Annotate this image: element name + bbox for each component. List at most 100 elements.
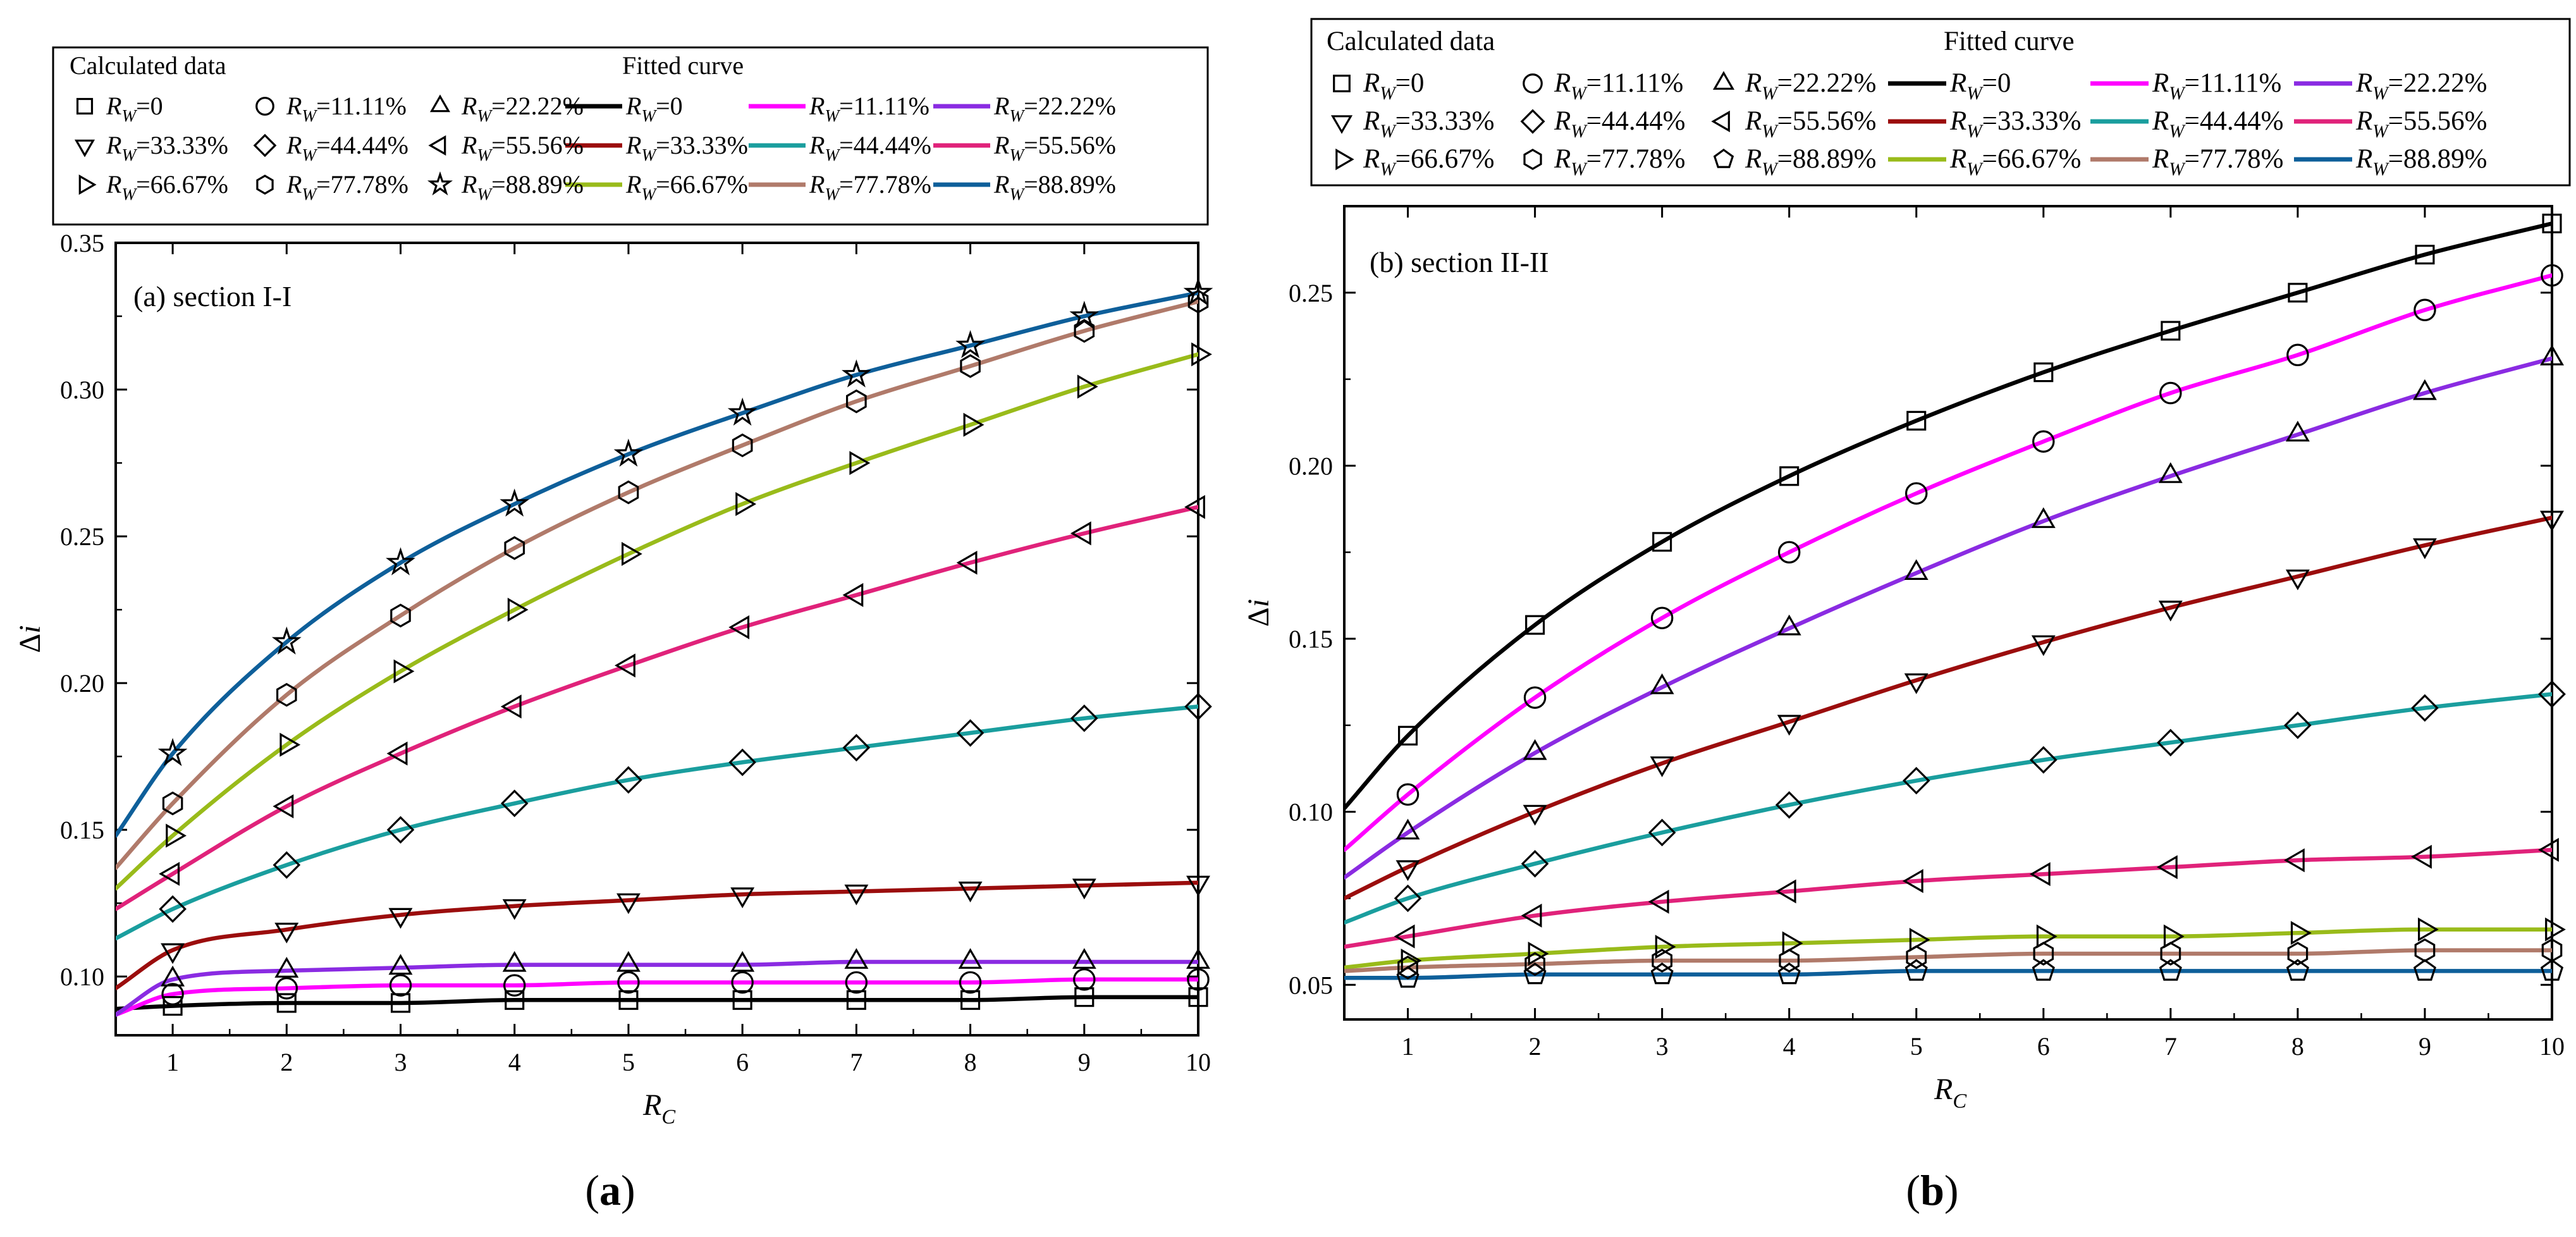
data-point [735,492,757,516]
legend-marker [255,97,274,116]
data-point [1395,860,1420,882]
y-axis-label: Δi [1242,599,1275,627]
data-point [1906,410,1927,431]
data-point [388,954,413,975]
x-tick-label: 4 [1783,1032,1796,1061]
data-point [2033,942,2054,966]
data-point [502,899,527,920]
data-point [1186,948,1210,969]
data-point [1650,606,1674,629]
data-point [2410,844,2432,869]
data-point [2158,600,2183,622]
legend-label-calculated: RW=11.11% [1554,68,1683,104]
data-point [275,976,298,1000]
legend-label-fitted: RW=77.78% [809,170,931,204]
data-point [159,861,180,886]
data-point [730,887,755,909]
data-point [842,734,871,762]
legend-marker [1712,71,1735,90]
data-point [2285,421,2310,442]
x-tick-label: 2 [280,1048,293,1076]
data-point [274,956,299,978]
data-point [500,488,530,517]
x-axis-label: RC [1934,1073,1967,1112]
series-line-9 [116,290,1198,838]
x-tick-label: 5 [622,1048,635,1076]
data-point [2029,862,2051,887]
data-point [1074,319,1095,343]
x-tick-label: 2 [1529,1032,1542,1061]
series-line-4 [116,880,1198,990]
legend-label-calculated: RW=44.44% [286,131,408,164]
legend-label-calculated: RW=33.33% [106,131,228,164]
data-point [727,397,757,426]
y-tick-label: 0.35 [60,229,104,257]
series-line-2 [116,977,1198,1017]
data-point [2413,298,2436,321]
data-point [166,823,187,848]
data-point [963,412,984,437]
data-point [500,694,522,719]
legend-title-fitted: Fitted curve [1944,27,2075,56]
data-point [390,603,411,628]
data-point [2031,507,2056,528]
data-point [1523,686,1547,709]
panel-label: (a) section I-I [133,280,291,312]
panel-label: (b) section II-II [1370,246,1549,278]
legend-label-fitted: RW=22.22% [993,92,1116,125]
data-point [1183,277,1213,305]
data-point [2540,510,2564,532]
plot-frame [114,242,1199,1037]
legend-marker [1330,115,1353,134]
data-point [1397,725,1418,746]
data-point [2287,942,2309,966]
data-point [1650,962,1674,985]
x-tick-label: 10 [2539,1032,2565,1061]
data-point [621,541,642,566]
legend-label-calculated: RW=88.89% [1745,144,1876,180]
data-point [1777,541,1801,563]
data-point [844,884,869,906]
data-point [728,748,756,777]
x-tick-label: 7 [2164,1032,2177,1061]
data-point [956,550,978,575]
data-point [2158,462,2183,483]
data-point [2032,959,2055,981]
data-point [732,433,753,458]
legend-label-calculated: RW=22.22% [1745,68,1876,104]
data-point [842,582,864,607]
data-point [276,993,297,1013]
data-point [2036,924,2058,949]
data-point [614,653,635,678]
data-point [2159,381,2182,405]
data-point [2159,959,2182,981]
data-point [159,895,187,923]
data-point [616,893,641,914]
data-point [1186,875,1210,897]
data-point [1779,949,1800,973]
legend-label-fitted: RW=33.33% [1949,106,2081,142]
legend-label-fitted: RW=44.44% [809,131,931,164]
data-point [2415,245,2435,265]
data-point [386,816,415,844]
data-point [1188,987,1208,1007]
data-point [958,948,983,969]
data-point [1394,884,1422,913]
data-point [1187,968,1210,991]
legend-title-calculated: Calculated data [70,51,226,80]
data-point [1650,756,1674,777]
x-tick-label: 6 [2037,1032,2050,1061]
data-point [2413,959,2436,981]
x-tick-label: 1 [166,1048,179,1076]
legend-label-calculated: RW=0 [106,92,163,125]
data-point [2413,379,2437,400]
data-point [2284,711,2312,739]
legend-label-calculated: RW=33.33% [1363,106,1494,142]
data-point [732,990,752,1010]
data-point [161,943,185,964]
legend-label-calculated: RW=88.89% [461,170,584,204]
data-point [279,732,301,757]
data-point [1397,956,1418,980]
legend-label-calculated: RW=55.56% [461,131,584,164]
series-line-6 [116,505,1198,911]
